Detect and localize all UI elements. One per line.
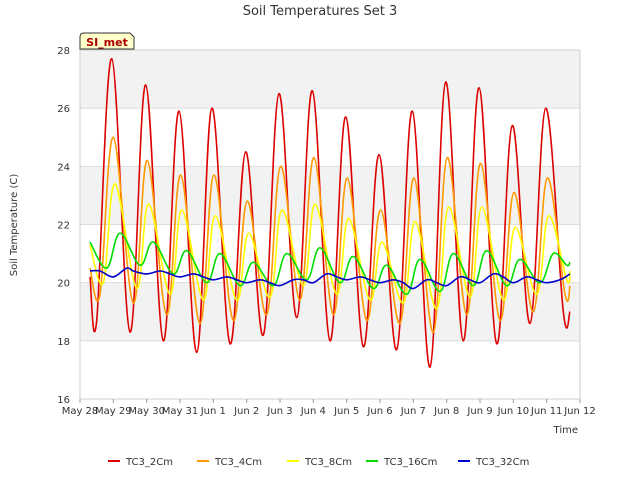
plot-frame bbox=[79, 49, 581, 400]
x-tick-label: May 30 bbox=[128, 406, 165, 417]
legend-label: TC3_8Cm bbox=[304, 457, 352, 468]
legend-label: TC3_32Cm bbox=[475, 457, 529, 468]
x-tick-label: Jun 10 bbox=[497, 406, 530, 417]
x-axis-title: Time bbox=[553, 425, 578, 436]
x-tick-label: Jun 6 bbox=[366, 406, 392, 417]
plot-band bbox=[80, 166, 580, 225]
series-line-tc3-8cm bbox=[89, 182, 571, 310]
x-tick-label: Jun 4 bbox=[300, 406, 326, 417]
x-tick-label: Jun 3 bbox=[266, 406, 292, 417]
series-line-tc3-32cm bbox=[89, 267, 571, 290]
legend-label: TC3_16Cm bbox=[383, 457, 437, 468]
y-axis-ticks: 16 18 20 22 24 26 28 bbox=[57, 46, 70, 406]
plot-background bbox=[80, 50, 580, 399]
x-tick-label: May 29 bbox=[95, 406, 132, 417]
badge-box bbox=[79, 32, 135, 50]
x-tick-label: May 31 bbox=[162, 406, 199, 417]
plot-band bbox=[80, 340, 580, 399]
y-tick-label: 20 bbox=[57, 279, 70, 290]
plot-band bbox=[80, 50, 580, 109]
y-axis-title: Soil Temperature (C) bbox=[9, 174, 20, 277]
x-tick-label: Jun 5 bbox=[333, 406, 359, 417]
x-tick-label: Jun 2 bbox=[233, 406, 259, 417]
x-tick-label: Jun 1 bbox=[200, 406, 226, 417]
series-line-tc3-16cm bbox=[89, 232, 571, 296]
plot-band bbox=[80, 108, 580, 167]
site-badge: SI_met bbox=[79, 32, 135, 50]
y-tick-label: 26 bbox=[57, 104, 70, 115]
x-tick-label: Jun 9 bbox=[466, 406, 492, 417]
y-tick-label: 18 bbox=[57, 337, 70, 348]
plot-band bbox=[80, 282, 580, 341]
y-tick-label: 22 bbox=[57, 221, 70, 232]
chart-title: Soil Temperatures Set 3 bbox=[243, 4, 398, 19]
x-tick-label: Jun 11 bbox=[530, 406, 563, 417]
series-lines bbox=[89, 57, 571, 368]
y-tick-label: 24 bbox=[57, 162, 70, 173]
legend-label: TC3_2Cm bbox=[125, 457, 173, 468]
legend-label: TC3_4Cm bbox=[214, 457, 262, 468]
x-tick-label: Jun 8 bbox=[433, 406, 459, 417]
badge-label: SI_met bbox=[86, 36, 128, 49]
x-tick-label: Jun 12 bbox=[563, 406, 596, 417]
y-tick-label: 16 bbox=[57, 395, 70, 406]
series-line-tc3-4cm bbox=[89, 136, 571, 333]
legend: TC3_2Cm TC3_4Cm TC3_8Cm TC3_16Cm TC3_32Cm bbox=[108, 457, 529, 468]
x-tick-label: Jun 7 bbox=[400, 406, 426, 417]
x-tick-label: May 28 bbox=[62, 406, 99, 417]
y-tick-label: 28 bbox=[57, 46, 70, 57]
